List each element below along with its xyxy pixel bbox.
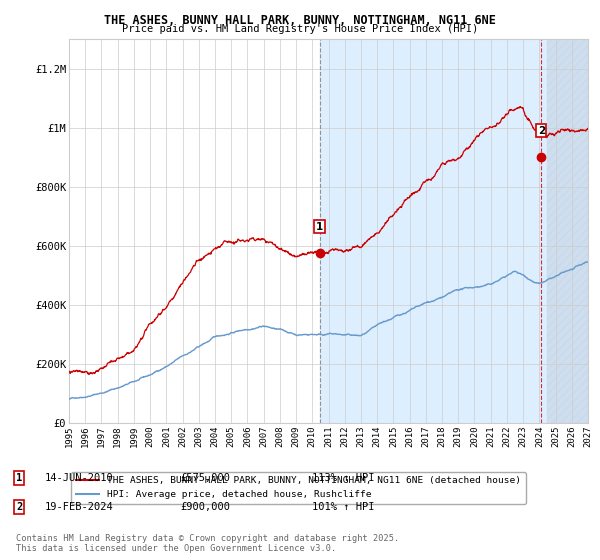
Text: Contains HM Land Registry data © Crown copyright and database right 2025.
This d: Contains HM Land Registry data © Crown c…: [16, 534, 400, 553]
Text: 1: 1: [16, 473, 22, 483]
Text: 2: 2: [16, 502, 22, 512]
Legend: THE ASHES, BUNNY HALL PARK, BUNNY, NOTTINGHAM, NG11 6NE (detached house), HPI: A: THE ASHES, BUNNY HALL PARK, BUNNY, NOTTI…: [71, 472, 526, 504]
Text: 101% ↑ HPI: 101% ↑ HPI: [312, 502, 374, 512]
Text: Price paid vs. HM Land Registry's House Price Index (HPI): Price paid vs. HM Land Registry's House …: [122, 24, 478, 34]
Bar: [547, 39, 588, 423]
Text: 19-FEB-2024: 19-FEB-2024: [45, 502, 114, 512]
Text: £575,000: £575,000: [180, 473, 230, 483]
Text: 2: 2: [538, 125, 545, 136]
Text: 113% ↑ HPI: 113% ↑ HPI: [312, 473, 374, 483]
Text: £900,000: £900,000: [180, 502, 230, 512]
Bar: [320, 39, 588, 423]
Text: 14-JUN-2010: 14-JUN-2010: [45, 473, 114, 483]
Text: 1: 1: [316, 222, 323, 232]
Text: THE ASHES, BUNNY HALL PARK, BUNNY, NOTTINGHAM, NG11 6NE: THE ASHES, BUNNY HALL PARK, BUNNY, NOTTI…: [104, 14, 496, 27]
